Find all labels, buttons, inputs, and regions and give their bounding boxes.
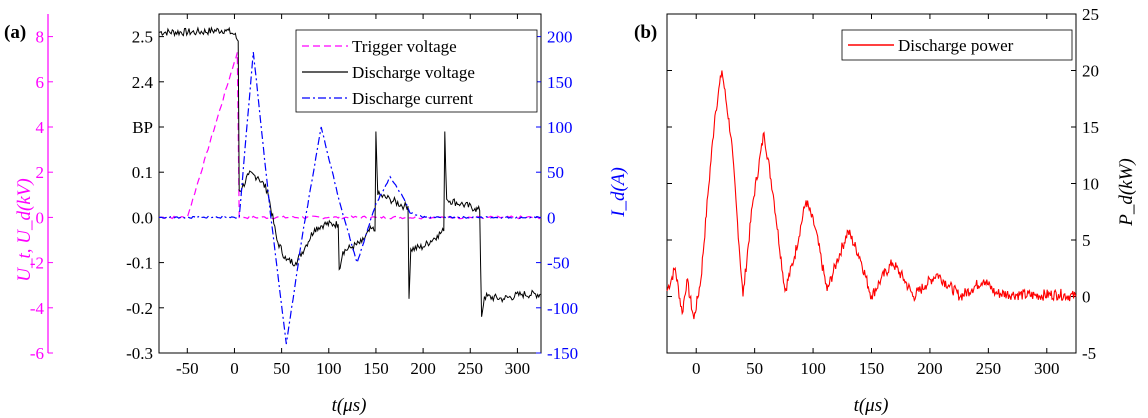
left-inner-tick-label: BP xyxy=(132,118,153,137)
left-inner-tick-label: 0.1 xyxy=(132,163,153,182)
right-tick-label: -150 xyxy=(547,344,578,363)
left-outer-tick-label: 4 xyxy=(36,118,45,137)
panel-a-frame xyxy=(158,13,542,354)
panel-b: (b) 0 50 100 150 200 250 300 -5 0 5 10 15 20 25 Disch… xyxy=(634,5,1137,416)
x-tick-label: -50 xyxy=(176,359,199,378)
panel-a: (a) -50 0 50 100 150 200 250 300 -6 -4 -2 0 2 4 6 8 -0.3… xyxy=(4,13,629,416)
right-tick-label: -100 xyxy=(547,299,578,318)
y-tick-label: 0 xyxy=(1082,288,1091,307)
panel-a-axes: -50 0 50 100 150 200 250 300 -6 -4 -2 0 2 4 6 8 -0.3 -0.2… xyxy=(30,13,578,378)
left-outer-tick-label: -2 xyxy=(30,254,44,273)
panel-b-legend: Discharge power xyxy=(841,29,1073,61)
right-tick-label: 50 xyxy=(547,163,564,182)
right-tick-label: 200 xyxy=(547,28,573,47)
left-inner-tick-label: 0.0 xyxy=(132,208,153,227)
legend-label: Discharge power xyxy=(898,36,1014,55)
left-outer-tick-label: -6 xyxy=(30,344,44,363)
left-inner-tick-label: -0.1 xyxy=(126,254,153,273)
left-outer-tick-label: 6 xyxy=(36,73,45,92)
left-outer-tick-label: 2 xyxy=(36,163,45,182)
series-line-trigger-voltage xyxy=(159,52,542,220)
y-tick-label: 10 xyxy=(1082,175,1099,194)
left-axis-label-text: U_t, U_d(kV) xyxy=(14,178,35,281)
panel-b-series xyxy=(666,70,1077,320)
left-outer-tick-label: 8 xyxy=(36,28,45,47)
panel-a-x-axis-label: t(μs) xyxy=(332,395,367,416)
right-tick-label: -50 xyxy=(547,254,570,273)
y-tick-label: 15 xyxy=(1082,118,1099,137)
x-tick-label: 100 xyxy=(800,359,826,378)
panel-a-series xyxy=(158,26,542,345)
series-line-discharge-current xyxy=(159,51,542,345)
legend-label: Trigger voltage xyxy=(352,37,457,56)
y-tick-label: 20 xyxy=(1082,62,1099,81)
series-line-discharge-power xyxy=(666,70,1077,320)
x-tick-label: 200 xyxy=(917,359,943,378)
x-tick-label: 0 xyxy=(230,359,239,378)
panel-a-left-axis-label: U_t, U_d(kV) xyxy=(14,178,35,281)
left-inner-tick-label: -0.2 xyxy=(126,299,153,318)
x-tick-label: 0 xyxy=(692,359,701,378)
x-tick-label: 250 xyxy=(458,359,484,378)
panel-b-y-axis-label-text: P_d(kW) xyxy=(1116,158,1137,227)
left-inner-tick-label: -0.3 xyxy=(126,344,153,363)
panel-b-y-axis-label: P_d(kW) xyxy=(1116,158,1137,227)
y-tick-label: 25 xyxy=(1082,5,1099,24)
panel-a-right-axis-label: I_d(A) xyxy=(608,167,629,218)
x-tick-label: 150 xyxy=(859,359,885,378)
x-tick-label: 200 xyxy=(410,359,436,378)
left-inner-tick-label: 2.4 xyxy=(132,73,154,92)
left-outer-tick-label: -4 xyxy=(30,299,45,318)
panel-a-label: (a) xyxy=(4,22,26,43)
x-tick-label: 300 xyxy=(1034,359,1060,378)
x-tick-label: 50 xyxy=(273,359,290,378)
right-tick-label: 100 xyxy=(547,118,573,137)
legend-label: Discharge voltage xyxy=(352,63,475,82)
x-tick-label: 50 xyxy=(746,359,763,378)
right-axis-label-text: I_d(A) xyxy=(608,167,629,218)
x-tick-label: 300 xyxy=(505,359,531,378)
legend-label: Discharge current xyxy=(352,89,473,108)
x-tick-label: 100 xyxy=(316,359,342,378)
left-inner-tick-label: 2.5 xyxy=(132,28,153,47)
left-outer-tick-label: 0 xyxy=(36,208,45,227)
panel-b-frame xyxy=(666,13,1077,354)
y-tick-label: 5 xyxy=(1082,231,1091,250)
panel-b-x-axis-label: t(μs) xyxy=(854,395,889,416)
y-tick-label: -5 xyxy=(1082,344,1096,363)
panel-a-legend: Trigger voltage Discharge voltage Discharg… xyxy=(295,29,538,113)
right-tick-label: 150 xyxy=(547,73,573,92)
x-tick-label: 250 xyxy=(976,359,1002,378)
right-tick-label: 0 xyxy=(547,208,556,227)
panel-b-axes: 0 50 100 150 200 250 300 -5 0 5 10 15 20 25 xyxy=(666,5,1099,378)
panel-b-label: (b) xyxy=(634,22,657,43)
series-line-discharge-voltage xyxy=(158,26,542,317)
x-tick-label: 150 xyxy=(363,359,389,378)
